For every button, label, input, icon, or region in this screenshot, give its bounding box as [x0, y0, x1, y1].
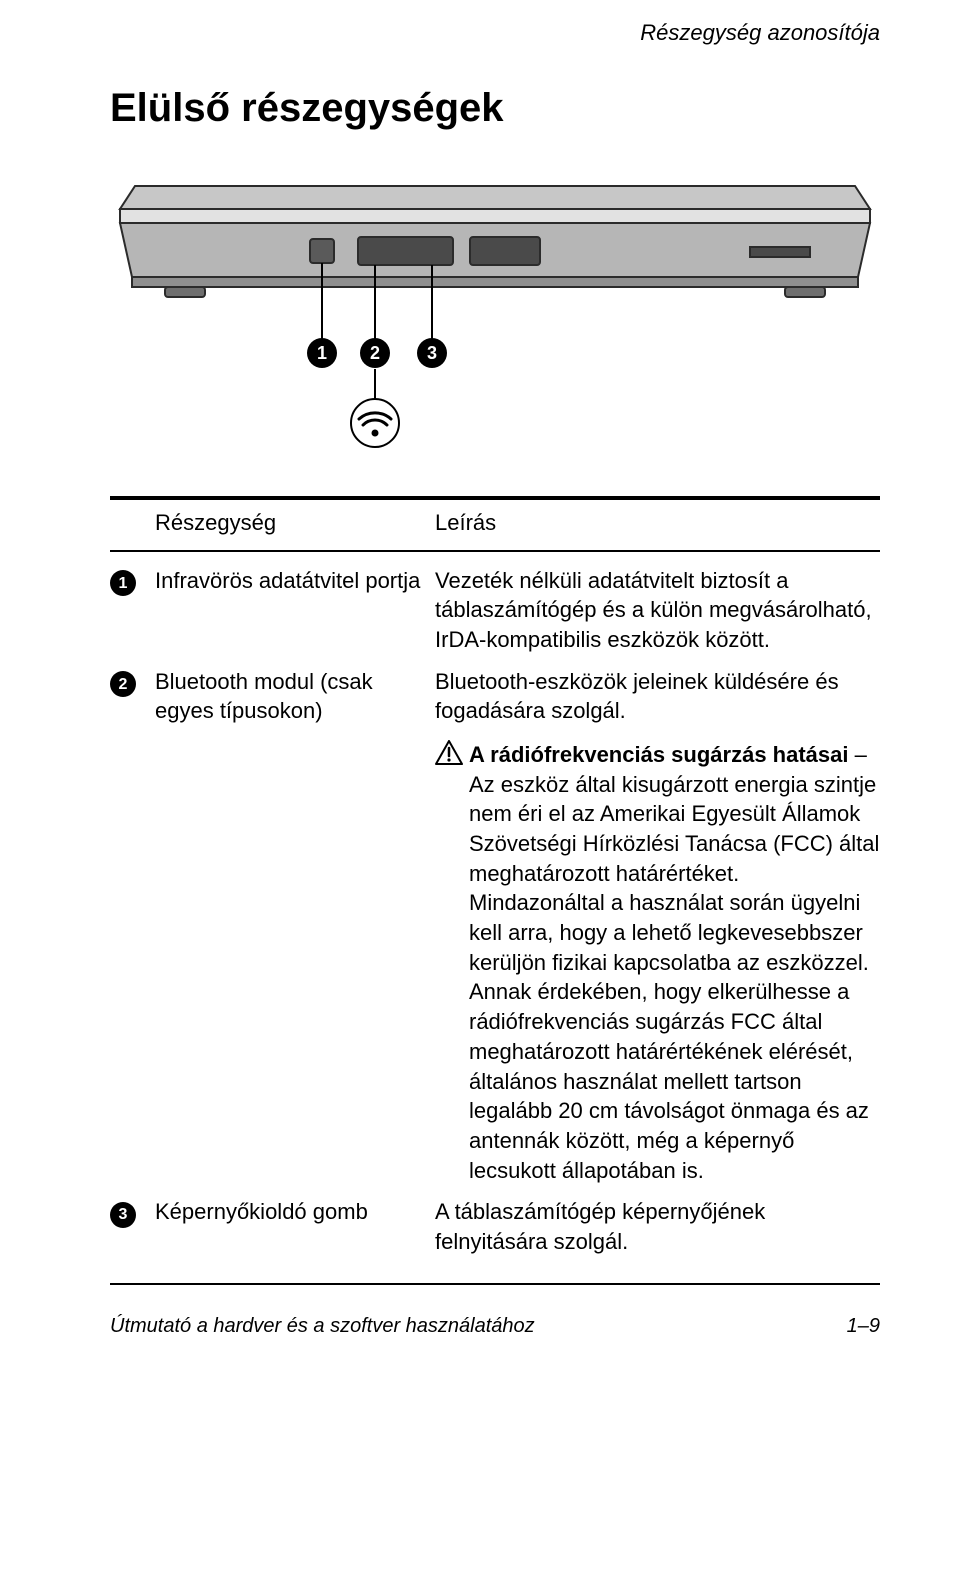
svg-text:3: 3	[427, 343, 437, 363]
chapter-label: Részegység azonosítója	[110, 20, 880, 46]
component-name: Infravörös adatátvitel portja	[155, 560, 435, 661]
component-description: A táblaszámítógép képernyőjének felnyitá…	[435, 1191, 880, 1262]
col-header-description: Leírás	[435, 510, 880, 542]
table-header-rule	[110, 550, 880, 552]
svg-text:2: 2	[370, 343, 380, 363]
footer-right: 1–9	[847, 1315, 880, 1338]
callout-badge: 1	[110, 570, 136, 596]
laptop-front-illustration: 1 2 3	[110, 161, 880, 466]
col-header-component: Részegység	[155, 510, 435, 542]
table-top-rule	[110, 496, 880, 500]
warning-icon	[435, 740, 469, 1185]
svg-text:1: 1	[317, 343, 327, 363]
component-description: Bluetooth-eszközök jeleinek küldésére és…	[435, 661, 880, 1192]
page: Részegység azonosítója Elülső részegység…	[0, 0, 960, 1368]
table-row: 3 Képernyőkioldó gomb A táblaszámítógép …	[110, 1191, 880, 1262]
table-header-row: Részegység Leírás	[110, 510, 880, 542]
callout-badge: 2	[110, 671, 136, 697]
warning-text: A rádiófrekvenciás sugárzás hatásai – Az…	[469, 740, 880, 1185]
footer-left: Útmutató a hardver és a szoftver használ…	[110, 1315, 535, 1338]
component-description: Vezeték nélküli adatátvitelt biztosít a …	[435, 560, 880, 661]
footer-rule	[110, 1283, 880, 1285]
component-name: Képernyőkioldó gomb	[155, 1191, 435, 1262]
warning-block: A rádiófrekvenciás sugárzás hatásai – Az…	[435, 740, 880, 1185]
component-name: Bluetooth modul (csak egyes típusokon)	[155, 661, 435, 1192]
callout-badge: 3	[110, 1202, 136, 1228]
table-row: 2 Bluetooth modul (csak egyes típusokon)…	[110, 661, 880, 1192]
warning-bold: A rádiófrekvenciás sugárzás hatásai	[469, 742, 848, 767]
page-footer: Útmutató a hardver és a szoftver használ…	[110, 1315, 880, 1338]
warning-rest: – Az eszköz által kisugárzott energia sz…	[469, 742, 879, 1183]
component-description-text: Bluetooth-eszközök jeleinek küldésére és…	[435, 669, 839, 724]
table-row: 1 Infravörös adatátvitel portja Vezeték …	[110, 560, 880, 661]
components-table: Részegység Leírás 1 Infravörös adatátvit…	[110, 496, 880, 1263]
section-title: Elülső részegységek	[110, 86, 880, 131]
